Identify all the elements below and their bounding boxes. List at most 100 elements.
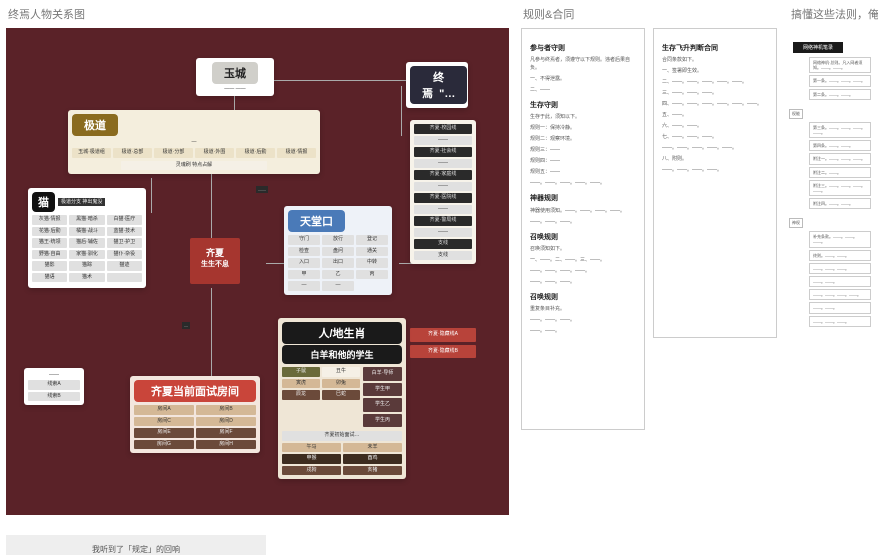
tiantang-cell[interactable]: 守门 [288,235,320,245]
mao-cell[interactable]: 野猫·自由 [32,250,67,260]
flow-node[interactable]: ——。——。——。 [809,316,871,327]
tiantang-cell[interactable]: 乙 [322,270,354,280]
flow-node[interactable]: 补充条款。——。——。——。 [809,231,871,247]
rules-card-right[interactable]: 生存飞升判断合同合同条款如下。一、签署即生效。二、——。——。——。——。——。… [653,28,777,338]
room-cell[interactable]: 房间B [196,405,256,415]
sx2-cell[interactable]: 申猴 [282,454,341,464]
sx-cell[interactable]: 子鼠 [282,367,320,377]
room-cell[interactable]: 房间F [196,428,256,438]
rightlist-cell[interactable]: —— [414,228,472,238]
room-cell[interactable]: 房间A [134,405,194,415]
sx-cell[interactable]: 巳蛇 [322,390,360,400]
node-left-small[interactable]: —— 线索A线索B [24,368,84,405]
jidao-cell[interactable]: 极道·情报 [277,148,316,158]
rightlist-cell[interactable]: —— [414,159,472,169]
flow-node[interactable]: 附注四。——。——。 [809,198,871,209]
flow-node[interactable]: 附注二。——。 [809,167,871,178]
sx2-cell[interactable]: 亥猪 [343,466,402,476]
rightbottom-cell[interactable]: 齐夏·隐藏线B [410,345,476,359]
node-shengxiao[interactable]: 人/地生肖 白羊和他的学生 子鼠丑牛寅虎卯兔辰龙巳蛇 白羊·导师学生甲学生乙学生… [278,318,406,479]
rightlist-cell[interactable]: —— [414,136,472,146]
mao-cell[interactable]: 家猫·驯化 [69,250,104,260]
rightlist-cell[interactable]: 齐夏·社会线 [414,147,472,157]
flow-node[interactable]: ——。——。——。 [809,263,871,274]
mao-cell[interactable] [107,273,142,283]
rightlist-cell[interactable]: 齐夏·校园线 [414,124,472,134]
flow-canvas[interactable]: 网络神机笔录 网络神机·总则。凡入网者须知。——。——。第一条。——。——。——… [783,28,878,548]
flow-node[interactable]: ——。——。 [809,302,871,313]
mao-cell[interactable]: 猫卫·护卫 [107,238,142,248]
tiantang-cell[interactable]: 登记 [356,235,388,245]
node-zhongyan[interactable]: 终焉 "… [406,62,468,108]
node-tiantang[interactable]: 天堂口 守门放行登记检查盘问通关入口出口中转甲乙丙—— [284,206,392,295]
jidao-cell[interactable]: 极道·后勤 [236,148,275,158]
mao-cell[interactable]: 蓝猫·技术 [107,227,142,237]
tiantang-cell[interactable]: 出口 [322,258,354,268]
mao-cell[interactable]: 猫后·辅佐 [69,238,104,248]
mao-cell[interactable]: 猫王·统领 [32,238,67,248]
sx-cell[interactable]: 丑牛 [322,367,360,377]
flow-node[interactable]: ——。——。——。——。 [809,289,871,300]
sx2-cell[interactable]: 戌狗 [282,466,341,476]
mao-cell[interactable]: 花猫·后勤 [32,227,67,237]
node-qixia-center[interactable]: 齐夏 生生不息 [190,238,240,284]
room-cell[interactable]: 房间H [196,440,256,450]
node-right-list[interactable]: 齐夏·校园线——齐夏·社会线——齐夏·家庭线——齐夏·医院线——齐夏·警局线——… [410,120,476,264]
tiantang-cell[interactable]: 丙 [356,270,388,280]
tiantang-cell[interactable]: 甲 [288,270,320,280]
node-right-bottom[interactable]: 齐夏·隐藏线A 齐夏·隐藏线B [410,328,476,358]
jidao-cell[interactable]: 极道·外围 [195,148,234,158]
sx2-cell[interactable]: 午马 [282,443,341,453]
relationship-canvas[interactable]: 玉城 —— —— 终焉 "… 极道 — 玉城·极道组极道·总部极道·分部极道·外… [6,28,509,515]
rightlist-cell[interactable]: 齐夏·警局线 [414,216,472,226]
rightlist-cell[interactable]: 齐夏·医院线 [414,193,472,203]
mao-cell[interactable]: 猫踪 [69,261,104,271]
rightbottom-cell[interactable]: 齐夏·隐藏线A [410,328,476,342]
sx-tall-cell[interactable]: 白羊·导师 [363,367,402,381]
flow-node[interactable]: 第四条。——。——。 [809,140,871,151]
mao-cell[interactable]: 猫影 [32,261,67,271]
sx-tall-cell[interactable]: 学生乙 [363,398,402,412]
room-cell[interactable]: 房间E [134,428,194,438]
tiantang-cell[interactable]: — [288,281,320,291]
flow-node[interactable]: 附注一。——。——。——。 [809,153,871,164]
mao-cell[interactable]: 黑猫·暗杀 [69,215,104,225]
mao-cell[interactable]: 灰猫·情报 [32,215,67,225]
tiantang-cell[interactable]: — [322,281,354,291]
tiantang-cell[interactable]: 通关 [356,247,388,257]
sx2-cell[interactable]: 未羊 [343,443,402,453]
flow-node[interactable]: 终则。——。——。 [809,250,871,261]
jidao-cell[interactable]: 极道·分部 [154,148,193,158]
mao-cell[interactable]: 橘猫·战斗 [69,227,104,237]
flow-node[interactable]: 附注三。——。——。——。——。 [809,180,871,196]
node-yucheng[interactable]: 玉城 —— —— [196,58,274,96]
rightlist-cell[interactable]: —— [414,205,472,215]
mao-cell[interactable]: 猫仆·杂役 [107,250,142,260]
tiantang-cell[interactable]: 放行 [322,235,354,245]
mao-cell[interactable]: 猫术 [69,273,104,283]
flow-node[interactable]: 第二条。——。——。 [809,89,871,100]
node-jidao[interactable]: 极道 — 玉城·极道组极道·总部极道·分部极道·外围极道·后勤极道·情报 灵魂刷… [68,110,320,174]
tiantang-cell[interactable]: 检查 [288,247,320,257]
room-cell[interactable]: 房间G [134,440,194,450]
node-mao[interactable]: 猫 极道分支 神出鬼没 灰猫·情报黑猫·暗杀白猫·医疗花猫·后勤橘猫·战斗蓝猫·… [28,188,146,288]
flow-node[interactable]: 网络神机·总则。凡入网者须知。——。——。 [809,57,871,73]
room-cell[interactable]: 房间C [134,417,194,427]
ls-cell[interactable]: 线索B [28,392,80,402]
rightlist-cell[interactable]: 支线 [414,239,472,249]
sx-cell[interactable]: 卯兔 [322,379,360,389]
rightlist-cell[interactable]: —— [414,182,472,192]
jidao-cell[interactable]: 极道·总部 [113,148,152,158]
sx2-cell[interactable]: 酉鸡 [343,454,402,464]
sx-cell[interactable]: 辰龙 [282,390,320,400]
rules-card-left[interactable]: 参与者守则凡参与终焉者，须遵守以下规则。违者后果自负。一、不得泄露。二、——生存… [521,28,645,430]
sx-tall-cell[interactable]: 学生甲 [363,383,402,397]
mao-cell[interactable]: 白猫·医疗 [107,215,142,225]
tiantang-cell[interactable]: 中转 [356,258,388,268]
rightlist-cell[interactable]: 齐夏·家庭线 [414,170,472,180]
rightlist-cell[interactable]: 支线 [414,251,472,261]
ls-cell[interactable]: 线索A [28,380,80,390]
flow-node[interactable]: 第三条。——。——。——。——。 [809,122,871,138]
room-cell[interactable]: 房间D [196,417,256,427]
tiantang-cell[interactable]: 入口 [288,258,320,268]
